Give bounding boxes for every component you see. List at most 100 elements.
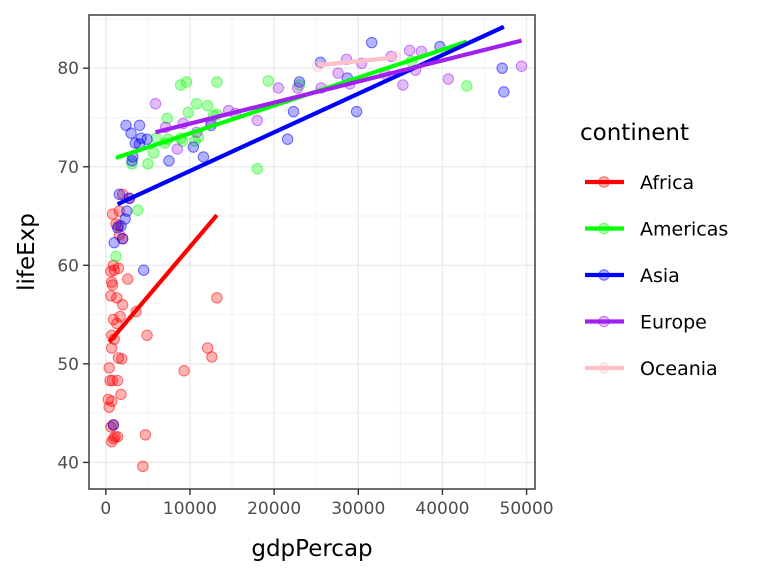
data-point-americas [191, 97, 203, 110]
data-point-africa [107, 313, 120, 326]
data-point-asia [113, 188, 125, 201]
y-tick-label: 60 [57, 256, 79, 276]
legend-label-africa: Africa [640, 172, 694, 194]
data-point-africa [122, 273, 134, 285]
data-point-africa [106, 395, 118, 407]
data-point-africa [109, 431, 121, 443]
data-point-africa [106, 276, 118, 288]
x-tick-label: 50000 [500, 499, 554, 519]
data-point-asia [121, 205, 133, 217]
legend-label-americas: Americas [640, 219, 728, 241]
data-point-europe [397, 79, 409, 91]
y-axis-title: lifeExp [14, 213, 40, 291]
legend-label-oceania: Oceania [640, 358, 718, 380]
legend-label-europe: Europe [640, 312, 707, 334]
data-point-americas [211, 76, 223, 88]
data-point-asia [115, 220, 127, 232]
x-tick-label: 0 [100, 499, 111, 519]
data-point-asia [496, 62, 508, 74]
x-tick-label: 20000 [247, 499, 301, 519]
data-point-americas [461, 80, 473, 92]
data-point-asia [281, 133, 294, 145]
data-point-africa [102, 393, 115, 406]
data-point-africa [103, 362, 115, 374]
data-point-africa [139, 429, 152, 441]
x-tick-label: 10000 [163, 499, 217, 519]
data-point-americas [175, 79, 187, 91]
x-axis: 0 10000 20000 30000 40000 50000 [100, 489, 554, 519]
data-point-europe [149, 97, 162, 110]
trend-line-europe [154, 38, 523, 135]
data-point-europe [332, 67, 344, 79]
data-point-asia [111, 222, 124, 234]
data-point-asia [137, 264, 150, 276]
data-point-europe [403, 44, 416, 57]
grid-major [89, 15, 535, 489]
data-point-americas [132, 204, 144, 216]
data-point-asia [107, 419, 120, 431]
data-point-asia [498, 86, 510, 98]
trend-lines [107, 24, 523, 344]
legend-label-asia: Asia [640, 265, 680, 287]
data-point-americas [142, 158, 154, 170]
y-tick-label: 80 [57, 59, 79, 79]
y-tick-label: 50 [57, 355, 79, 375]
points-layer [102, 36, 528, 473]
data-point-asia [350, 105, 363, 118]
data-point-africa [106, 342, 118, 354]
data-point-asia [287, 105, 300, 118]
data-point-africa [137, 460, 149, 473]
data-point-asia [120, 119, 132, 132]
data-point-africa [178, 365, 190, 377]
y-tick-label: 70 [57, 158, 79, 178]
data-point-africa [201, 342, 214, 354]
data-point-africa [114, 310, 126, 323]
data-point-asia [366, 36, 378, 49]
legend-title: continent [580, 120, 689, 146]
data-point-africa [111, 292, 123, 304]
data-point-asia [187, 141, 200, 153]
data-point-africa [141, 329, 153, 341]
data-point-europe [515, 60, 528, 72]
data-point-europe [251, 114, 264, 127]
data-point-africa [211, 292, 223, 304]
data-point-americas [251, 163, 264, 175]
data-point-americas [180, 76, 193, 88]
y-tick-label: 40 [57, 453, 79, 473]
data-point-europe [291, 82, 304, 94]
data-point-americas [148, 147, 160, 159]
data-point-asia [125, 127, 137, 139]
data-point-africa [116, 353, 128, 365]
data-point-europe [171, 143, 184, 155]
y-axis: 40 50 60 70 80 [57, 59, 89, 473]
data-point-americas [182, 106, 194, 119]
data-point-africa [107, 259, 120, 272]
x-axis-title: gdpPercap [251, 536, 372, 562]
x-tick-label: 40000 [415, 499, 469, 519]
data-point-americas [110, 250, 122, 263]
data-point-asia [116, 232, 129, 245]
data-point-asia [133, 119, 146, 132]
data-point-asia [163, 155, 175, 167]
data-point-americas [161, 112, 173, 125]
data-point-americas [262, 75, 274, 87]
data-point-europe [442, 73, 455, 85]
data-point-africa [111, 374, 124, 387]
data-point-africa [116, 188, 129, 201]
data-point-europe [272, 82, 285, 94]
data-point-americas [201, 99, 214, 112]
plot-panel-border [88, 14, 536, 490]
legend: continent Africa Americas Asia Europe Oceani… [580, 120, 728, 380]
trend-line-oceania [317, 55, 396, 68]
data-point-africa [106, 208, 119, 220]
data-point-asia [126, 155, 138, 167]
data-point-africa [111, 431, 124, 443]
data-point-asia [141, 133, 153, 145]
trend-line-asia [116, 24, 505, 207]
data-point-asia [197, 151, 210, 163]
trend-line-africa [107, 213, 219, 344]
x-tick-label: 30000 [331, 499, 385, 519]
data-point-africa [115, 388, 127, 401]
